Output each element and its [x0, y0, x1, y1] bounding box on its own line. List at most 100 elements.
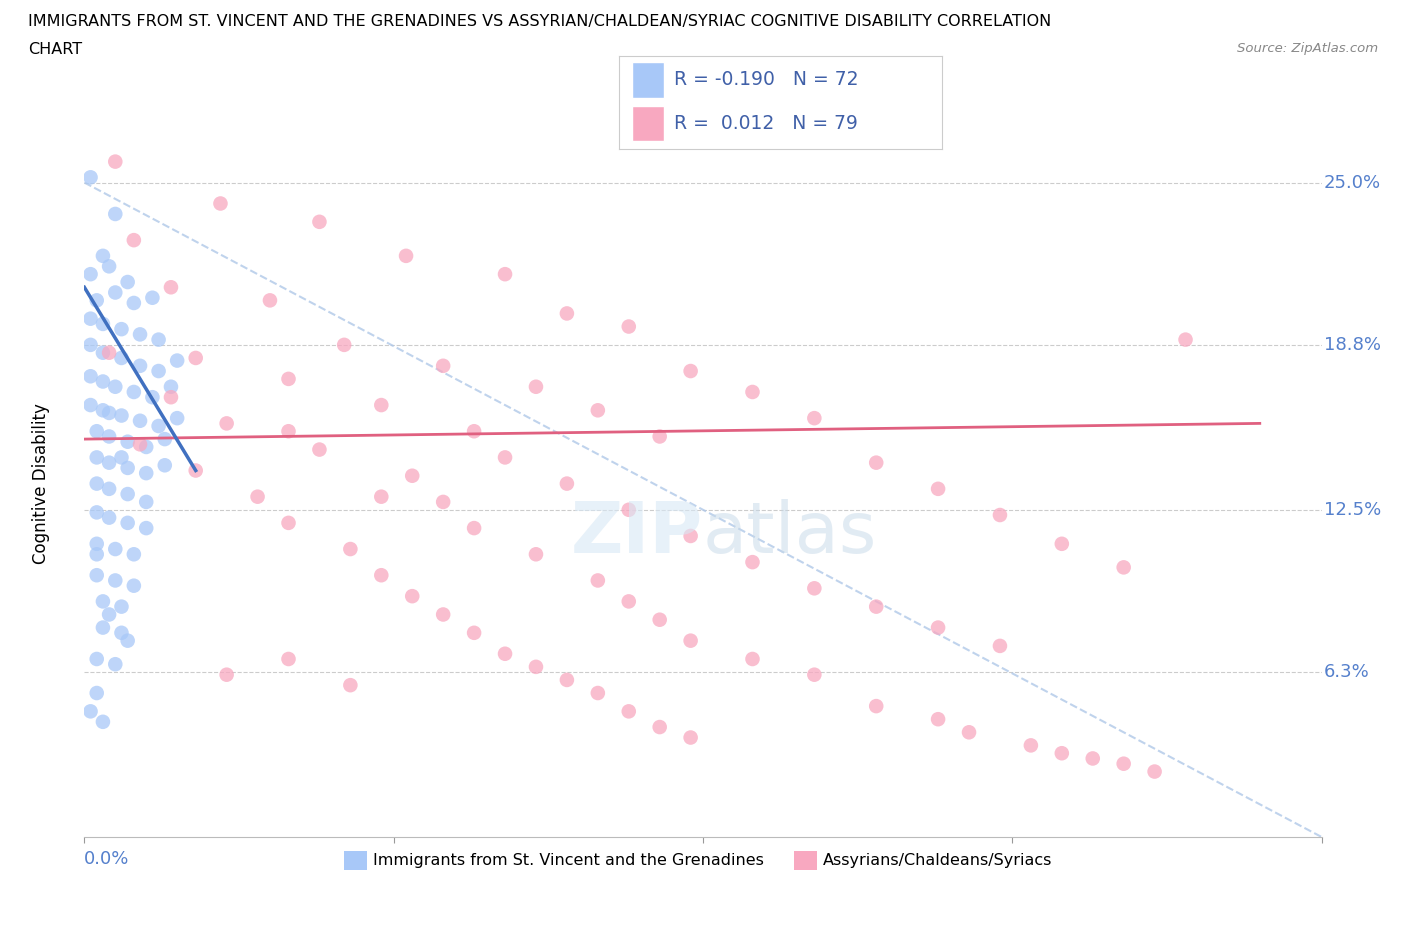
- Text: CHART: CHART: [28, 42, 82, 57]
- Point: [184, 351, 207, 365]
- Point: [117, 274, 139, 289]
- Point: [160, 280, 183, 295]
- Point: [98, 455, 121, 470]
- Point: [308, 215, 330, 230]
- Point: [98, 259, 121, 273]
- Point: [86, 505, 108, 520]
- Point: [524, 547, 547, 562]
- Point: [648, 720, 671, 735]
- Point: [117, 460, 139, 475]
- Text: R =  0.012   N = 79: R = 0.012 N = 79: [673, 114, 858, 133]
- Point: [988, 508, 1011, 523]
- Point: [555, 306, 578, 321]
- Point: [86, 547, 108, 562]
- Point: [110, 408, 132, 423]
- Point: [988, 639, 1011, 654]
- Point: [679, 528, 702, 543]
- Point: [679, 364, 702, 379]
- Point: [117, 515, 139, 530]
- Point: [494, 450, 516, 465]
- Point: [463, 424, 485, 439]
- Point: [1081, 751, 1104, 766]
- Point: [803, 667, 825, 682]
- Point: [141, 390, 163, 405]
- Point: [86, 537, 108, 551]
- Point: [865, 698, 887, 713]
- Point: [129, 413, 152, 428]
- Point: [135, 440, 157, 455]
- Text: IMMIGRANTS FROM ST. VINCENT AND THE GRENADINES VS ASSYRIAN/CHALDEAN/SYRIAC COGNI: IMMIGRANTS FROM ST. VINCENT AND THE GREN…: [28, 14, 1052, 29]
- Point: [648, 612, 671, 627]
- Point: [927, 711, 949, 726]
- Point: [160, 390, 183, 405]
- Point: [153, 432, 176, 446]
- Point: [104, 286, 127, 300]
- Point: [110, 450, 132, 465]
- Point: [86, 685, 108, 700]
- Point: [98, 429, 121, 444]
- Point: [277, 424, 299, 439]
- Point: [91, 714, 114, 729]
- Point: [617, 319, 640, 334]
- Point: [98, 511, 121, 525]
- Point: [432, 495, 454, 510]
- Point: [927, 482, 949, 497]
- Point: [86, 568, 108, 583]
- Point: [129, 437, 152, 452]
- Point: [741, 554, 763, 569]
- Text: ZIP: ZIP: [571, 498, 703, 567]
- Point: [86, 476, 108, 491]
- Text: atlas: atlas: [703, 498, 877, 567]
- Point: [277, 515, 299, 530]
- Point: [79, 704, 101, 719]
- Point: [679, 633, 702, 648]
- Point: [494, 267, 516, 282]
- Point: [586, 573, 609, 588]
- Point: [153, 458, 176, 472]
- Point: [122, 296, 145, 311]
- Point: [1174, 332, 1197, 347]
- Point: [927, 620, 949, 635]
- Point: [91, 620, 114, 635]
- Point: [86, 424, 108, 439]
- Point: [803, 581, 825, 596]
- Point: [1050, 537, 1073, 551]
- Point: [370, 398, 392, 413]
- Point: [215, 667, 238, 682]
- Point: [91, 316, 114, 331]
- Point: [135, 495, 157, 510]
- Point: [160, 379, 183, 394]
- Point: [135, 466, 157, 481]
- Point: [277, 371, 299, 386]
- Point: [166, 411, 188, 426]
- Point: [617, 502, 640, 517]
- Point: [110, 351, 132, 365]
- Point: [117, 633, 139, 648]
- Point: [79, 398, 101, 413]
- Text: 0.0%: 0.0%: [84, 850, 129, 868]
- Text: 18.8%: 18.8%: [1324, 336, 1381, 353]
- Point: [555, 476, 578, 491]
- Point: [91, 374, 114, 389]
- Point: [141, 290, 163, 305]
- Point: [184, 463, 207, 478]
- Point: [91, 345, 114, 360]
- Point: [122, 547, 145, 562]
- Point: [586, 403, 609, 418]
- Point: [259, 293, 281, 308]
- Point: [79, 170, 101, 185]
- Point: [79, 267, 101, 282]
- Point: [463, 521, 485, 536]
- Point: [524, 379, 547, 394]
- Text: Cognitive Disability: Cognitive Disability: [32, 404, 51, 564]
- Point: [370, 489, 392, 504]
- Point: [865, 455, 887, 470]
- Point: [246, 489, 269, 504]
- Point: [395, 248, 418, 263]
- Point: [401, 589, 423, 604]
- Point: [617, 594, 640, 609]
- Text: R = -0.190   N = 72: R = -0.190 N = 72: [673, 71, 858, 89]
- Point: [277, 652, 299, 667]
- Point: [308, 442, 330, 457]
- Point: [679, 730, 702, 745]
